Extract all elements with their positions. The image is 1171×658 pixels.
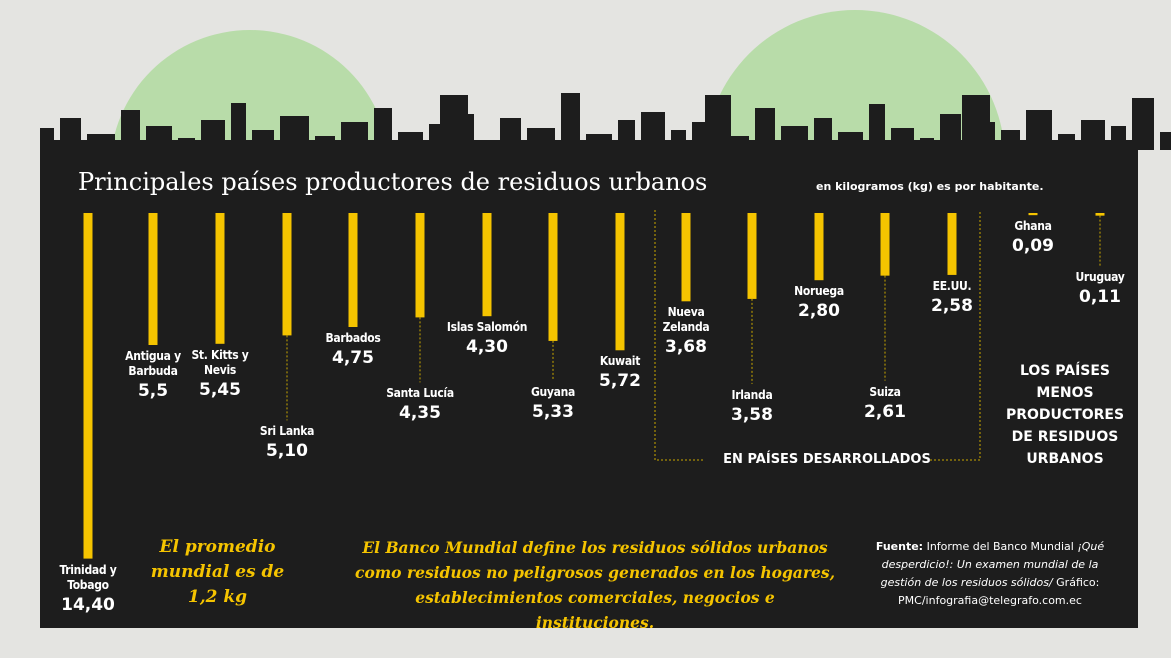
bar — [416, 213, 425, 317]
value-label: 4,30 — [466, 337, 508, 357]
category-label: Nueva Zelanda — [651, 305, 721, 335]
category-label: Kuwait — [582, 354, 658, 369]
bar — [1096, 213, 1105, 216]
value-label: 14,40 — [61, 595, 115, 615]
chart-title: Principales países productores de residu… — [78, 168, 707, 196]
category-label: Guyana — [515, 385, 591, 400]
bar — [84, 213, 93, 559]
category-label: Islas Salomón — [432, 320, 542, 335]
infographic: Principales países productores de residu… — [0, 0, 1171, 658]
bar — [149, 213, 158, 345]
category-label: St. Kitts y Nevis — [182, 348, 258, 378]
category-label: Uruguay — [1062, 270, 1138, 285]
category-label: Antigua y Barbuda — [115, 349, 191, 379]
value-label: 0,09 — [1012, 236, 1054, 256]
source-text: Informe del Banco Mundial — [927, 540, 1074, 553]
category-label: Sri Lanka — [249, 424, 325, 439]
bar — [349, 213, 358, 327]
category-label: EE.UU. — [914, 279, 990, 294]
category-label: Trinidad y Tobago — [50, 563, 126, 593]
bar — [283, 213, 292, 335]
value-label: 2,80 — [798, 301, 840, 321]
definition-note: El Banco Mundial define los residuos sól… — [355, 535, 835, 635]
value-label: 2,58 — [931, 296, 973, 316]
bar — [616, 213, 625, 350]
category-label: Suiza — [847, 385, 923, 400]
bar — [483, 213, 492, 316]
side-note: LOS PAÍSES MENOS PRODUCTORES DE RESIDUOS… — [1005, 360, 1125, 470]
bar — [1029, 213, 1038, 215]
category-label: Barbados — [315, 331, 391, 346]
value-label: 3,58 — [731, 405, 773, 425]
category-label: Santa Lucía — [382, 386, 458, 401]
value-label: 2,61 — [864, 402, 906, 422]
bar — [948, 213, 957, 275]
category-label: Ghana — [995, 219, 1071, 234]
category-label: Noruega — [781, 284, 857, 299]
bar — [815, 213, 824, 280]
category-label: Irlanda — [714, 388, 790, 403]
value-label: 5,45 — [199, 380, 241, 400]
average-note: El promedio mundial es de 1,2 kg — [150, 535, 285, 610]
value-label: 5,10 — [266, 441, 308, 461]
chart-subtitle: en kilogramos (kg) es por habitante. — [816, 180, 1044, 193]
source-label: Fuente: — [876, 540, 923, 553]
value-label: 5,33 — [532, 402, 574, 422]
value-label: 4,35 — [399, 403, 441, 423]
value-label: 0,11 — [1079, 287, 1121, 307]
value-label: 4,75 — [332, 348, 374, 368]
value-label: 5,5 — [138, 381, 168, 401]
value-label: 5,72 — [599, 371, 641, 391]
bar — [748, 213, 757, 299]
bar — [881, 213, 890, 276]
bar — [216, 213, 225, 344]
source-note: Fuente: Informe del Banco Mundial ¡Qué d… — [860, 538, 1120, 610]
bar — [682, 213, 691, 301]
bar — [549, 213, 558, 341]
skyline-base — [40, 140, 1138, 150]
group-label: EN PAÍSES DESARROLLADOS — [712, 452, 942, 467]
value-label: 3,68 — [665, 337, 707, 357]
building — [1160, 132, 1171, 150]
